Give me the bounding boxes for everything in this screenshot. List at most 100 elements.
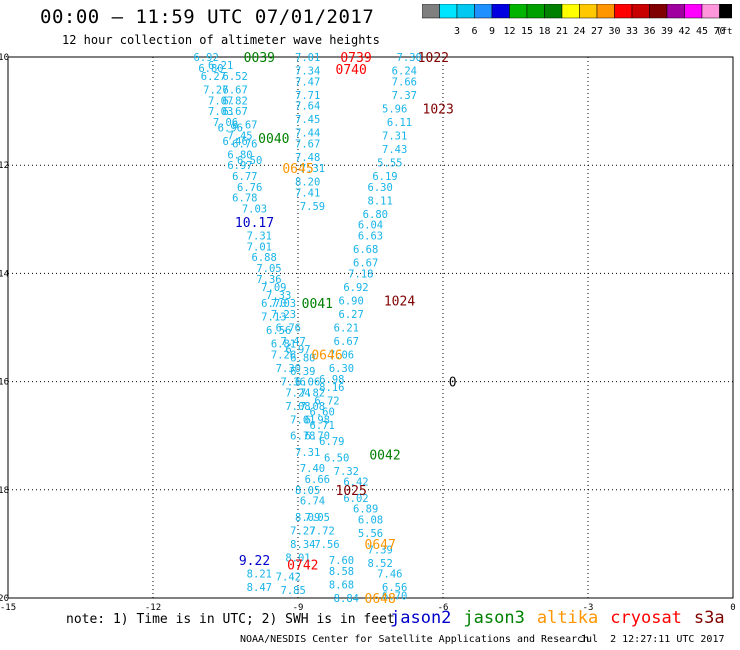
swh-value: 7.03: [208, 106, 233, 118]
track-label: 0: [449, 376, 457, 391]
swh-value: 6.19: [372, 171, 397, 183]
swh-value: 8.52: [368, 558, 393, 570]
swh-value: 6.46: [223, 136, 248, 148]
swh-value: 6.21: [334, 323, 359, 335]
swh-value: 8.16: [319, 382, 344, 394]
swh-value: 7.39: [368, 544, 393, 556]
swh-value: 6.77: [232, 171, 257, 183]
satellite-legend: jason2 jason3 altika cryosat s3a: [390, 608, 737, 628]
swh-value: 6.68: [353, 244, 378, 256]
swh-value: 7.67: [295, 139, 320, 151]
track-label: 1022: [418, 51, 449, 66]
swh-value: 6.30: [368, 182, 393, 194]
swh-value: 6.71: [310, 420, 335, 432]
scale-label: 45: [696, 26, 708, 37]
swh-value: 8.20: [295, 176, 320, 188]
x-tick-label: 0: [730, 603, 735, 613]
swh-value: 7.72: [310, 525, 335, 537]
swh-value: 6.80: [227, 149, 252, 161]
swh-value: 7.37: [392, 90, 417, 102]
footer-note: note: 1) Time is in UTC; 2) SWH is in fe…: [66, 612, 395, 627]
swh-value: 6.98: [319, 374, 344, 386]
x-tick-label: -9: [293, 603, 304, 613]
swh-value: 7.06: [329, 350, 354, 362]
swh-value: 7.41: [295, 187, 320, 199]
swh-value: 6.88: [252, 252, 277, 264]
scale-label: 15: [521, 26, 533, 37]
swh-value: 8.09: [295, 512, 320, 524]
track-label: 0645: [282, 162, 313, 177]
swh-value: 8.47: [247, 582, 272, 594]
swh-value: 7.42: [276, 571, 301, 583]
swh-value: 6.52: [223, 71, 248, 83]
swh-value: 8.01: [285, 552, 310, 564]
credit-line: NOAA/NESDIS Center for Satellite Applica…: [240, 634, 590, 645]
swh-value: 6.56: [382, 582, 407, 594]
scale-label: 12: [503, 26, 515, 37]
swh-value: 7.05: [305, 512, 330, 524]
swh-value: 6.98: [305, 414, 330, 426]
swh-value: 6.97: [285, 344, 310, 356]
swh-value: 6.06: [295, 377, 320, 389]
swh-value: 7.30: [397, 52, 422, 64]
track-label: 0648: [365, 592, 396, 607]
legend-s3a: s3a: [693, 608, 725, 628]
swh-value: 6.66: [305, 474, 330, 486]
x-tick-label: -3: [583, 603, 594, 613]
swh-value: 6.82: [223, 95, 248, 107]
swh-value: 6.90: [339, 295, 364, 307]
scale-label: 6: [471, 26, 477, 37]
swh-value: 7.08: [300, 401, 325, 413]
track-label: 0739: [340, 51, 371, 66]
swh-value: 7.33: [266, 290, 291, 302]
scale-label: 3: [454, 26, 460, 37]
chart-title: 00:00 – 11:59 UTC 07/01/2017: [40, 6, 375, 28]
swh-value: 7.31: [247, 231, 272, 243]
track-label: 0042: [369, 449, 400, 464]
swh-value: 7.07: [208, 95, 233, 107]
swh-value: 6.02: [343, 493, 368, 505]
swh-value: 6.70: [305, 431, 330, 443]
track-label: 1025: [336, 484, 367, 499]
swh-value: 8.21: [247, 569, 272, 581]
swh-value: 6.72: [314, 396, 339, 408]
swh-value: 6.70: [261, 298, 286, 310]
swh-value: 7.08: [285, 401, 310, 413]
swh-value: 7.01: [295, 52, 320, 64]
y-tick-label: -18: [0, 486, 9, 496]
swh-value: 7.13: [261, 312, 286, 324]
swh-value: 7.06: [213, 117, 238, 129]
swh-value: 6.80: [363, 209, 388, 221]
swh-value: 8.58: [329, 566, 354, 578]
swh-value: 7.05: [256, 263, 281, 275]
swh-value: 7.48: [295, 152, 320, 164]
swh-value: 6.76: [232, 139, 257, 151]
swh-value: 7.27: [290, 525, 315, 537]
swh-value: 6.76: [276, 323, 301, 335]
swh-value: 7.27: [203, 84, 228, 96]
swh-value: 5.96: [382, 103, 407, 115]
scale-label: 42: [678, 26, 690, 37]
x-tick-label: -15: [0, 603, 16, 613]
swh-value: 6.67: [232, 120, 257, 132]
scale-label: 27: [591, 26, 603, 37]
swh-value: 7.09: [261, 282, 286, 294]
scale-label: 33: [626, 26, 638, 37]
swh-value: 7.31: [382, 130, 407, 142]
legend-cryosat: cryosat: [610, 608, 682, 628]
swh-value: 7.32: [334, 466, 359, 478]
swh-value: 8.05: [295, 485, 320, 497]
plot-frame: [7, 56, 734, 599]
swh-value: 6.67: [223, 106, 248, 118]
swh-value: 7.31: [295, 447, 320, 459]
scale-label: 39: [661, 26, 673, 37]
scale-label: 21: [556, 26, 568, 37]
swh-value: 7.31: [300, 163, 325, 175]
swh-value: 7.47: [281, 336, 306, 348]
swh-value: 7.66: [392, 76, 417, 88]
swh-value: 7.24: [285, 387, 310, 399]
swh-value: 6.79: [319, 436, 344, 448]
swh-value: 6.42: [343, 477, 368, 489]
swh-value: 7.43: [382, 144, 407, 156]
